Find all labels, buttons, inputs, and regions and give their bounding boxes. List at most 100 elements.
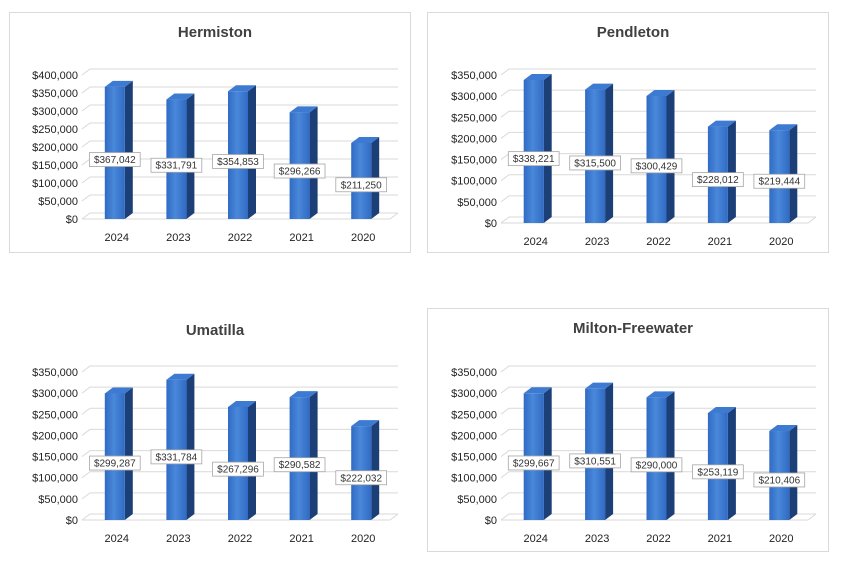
x-tick-label: 2022 xyxy=(228,533,252,545)
bar-side xyxy=(248,400,256,520)
bar-top xyxy=(769,124,798,131)
bar-top xyxy=(166,93,195,100)
data-label: $300,429 xyxy=(630,158,683,174)
data-label: $367,042 xyxy=(89,152,141,167)
gridline xyxy=(500,386,816,394)
bar-side xyxy=(789,124,798,223)
bar-top xyxy=(289,106,318,113)
x-tick-label: 2024 xyxy=(523,236,547,248)
x-tick-label: 2022 xyxy=(228,232,252,244)
bar-side xyxy=(789,425,798,520)
bar-top xyxy=(707,120,736,127)
svg-text:$290,000: $290,000 xyxy=(636,460,678,471)
bar xyxy=(585,382,614,520)
x-tick-label: 2021 xyxy=(289,232,313,244)
y-tick-label: $350,000 xyxy=(451,70,497,82)
y-tick-label: $0 xyxy=(485,218,497,230)
data-label: $290,582 xyxy=(273,457,326,473)
y-tick-label: $0 xyxy=(66,515,78,527)
y-tick-label: $100,000 xyxy=(451,473,497,485)
svg-text:$296,266: $296,266 xyxy=(279,167,321,178)
chart-svg: Hermiston $0 $50,000 $100,000 $150,000 $200,0… xyxy=(32,24,399,244)
bar-side xyxy=(309,106,318,219)
bar xyxy=(585,83,614,224)
bar xyxy=(707,406,736,520)
bar xyxy=(228,85,256,219)
gridline xyxy=(81,68,398,76)
y-tick-label: $100,000 xyxy=(32,178,78,190)
x-tick-label: 2020 xyxy=(769,533,793,545)
bar xyxy=(646,391,675,520)
bar xyxy=(646,89,675,223)
y-tick-label: $50,000 xyxy=(457,197,497,209)
y-tick-label: $150,000 xyxy=(32,452,78,464)
svg-text:$331,784: $331,784 xyxy=(156,452,198,463)
bar-top xyxy=(585,83,614,90)
bar xyxy=(769,425,798,520)
svg-text:$331,791: $331,791 xyxy=(156,161,198,172)
bar-top xyxy=(646,391,675,398)
y-tick-label: $0 xyxy=(485,515,497,527)
y-tick-label: $100,000 xyxy=(451,176,497,188)
chart-panel-pendleton: Pendleton $0 $50,000 $100,000 $150,000 $200,0… xyxy=(427,12,829,253)
data-label: $267,296 xyxy=(212,461,264,477)
gridline xyxy=(500,110,816,118)
chart-title: Hermiston xyxy=(178,24,252,41)
y-tick-label: $250,000 xyxy=(32,409,78,421)
bar-side xyxy=(727,406,736,520)
bar-side xyxy=(186,93,195,219)
svg-text:$310,551: $310,551 xyxy=(574,456,616,467)
bar-top xyxy=(228,85,256,92)
x-tick-label: 2021 xyxy=(289,533,313,545)
bar xyxy=(289,391,318,520)
gridline xyxy=(81,386,398,394)
bar xyxy=(523,387,552,520)
floor-edge xyxy=(389,212,399,220)
data-label: $331,791 xyxy=(150,157,203,173)
y-tick-label: $350,000 xyxy=(32,88,78,100)
floor-edge xyxy=(807,216,817,224)
data-label: $210,406 xyxy=(753,472,806,488)
bar-side xyxy=(666,391,675,520)
y-tick-label: $300,000 xyxy=(451,388,497,400)
bar-top xyxy=(228,400,256,407)
y-tick-label: $50,000 xyxy=(457,494,497,506)
y-tick-label: $300,000 xyxy=(32,388,78,400)
chart-title: Pendleton xyxy=(597,24,670,41)
gridline xyxy=(81,104,398,112)
x-tick-label: 2023 xyxy=(585,533,609,545)
y-tick-label: $200,000 xyxy=(32,430,78,442)
y-tick-label: $200,000 xyxy=(451,133,497,145)
y-tick-label: $250,000 xyxy=(32,124,78,136)
data-label: $299,287 xyxy=(89,455,141,471)
gridline xyxy=(500,365,816,373)
gridline xyxy=(81,86,398,94)
y-tick-label: $300,000 xyxy=(451,91,497,103)
y-tick-label: $200,000 xyxy=(32,142,78,154)
bar xyxy=(707,120,736,223)
y-tick-label: $400,000 xyxy=(32,70,78,82)
bar-side xyxy=(124,387,133,520)
bar xyxy=(228,400,256,520)
chart-svg: Umatilla $0 $50,000 $100,000 $150,000 $200,00… xyxy=(32,322,399,545)
data-label: $315,500 xyxy=(569,155,621,171)
x-tick-label: 2024 xyxy=(523,533,547,545)
data-label: $290,000 xyxy=(630,457,683,473)
x-tick-label: 2024 xyxy=(105,232,129,244)
chart-svg: Milton-Freewater $0 $50,000 $100,000 $150,00… xyxy=(451,320,817,545)
y-tick-label: $200,000 xyxy=(451,430,497,442)
bar-top xyxy=(523,387,552,394)
y-tick-label: $350,000 xyxy=(32,367,78,379)
svg-text:$210,406: $210,406 xyxy=(758,475,800,486)
svg-text:$338,221: $338,221 xyxy=(513,154,555,165)
bar xyxy=(523,73,552,223)
data-label: $354,853 xyxy=(212,154,264,169)
bar-top xyxy=(104,387,133,394)
x-tick-label: 2022 xyxy=(646,236,670,248)
data-label: $310,551 xyxy=(569,453,621,469)
bar xyxy=(769,124,798,223)
svg-text:$299,287: $299,287 xyxy=(94,459,136,470)
bar-top xyxy=(707,406,736,413)
bar-side xyxy=(248,85,256,219)
svg-text:$315,500: $315,500 xyxy=(574,158,616,169)
